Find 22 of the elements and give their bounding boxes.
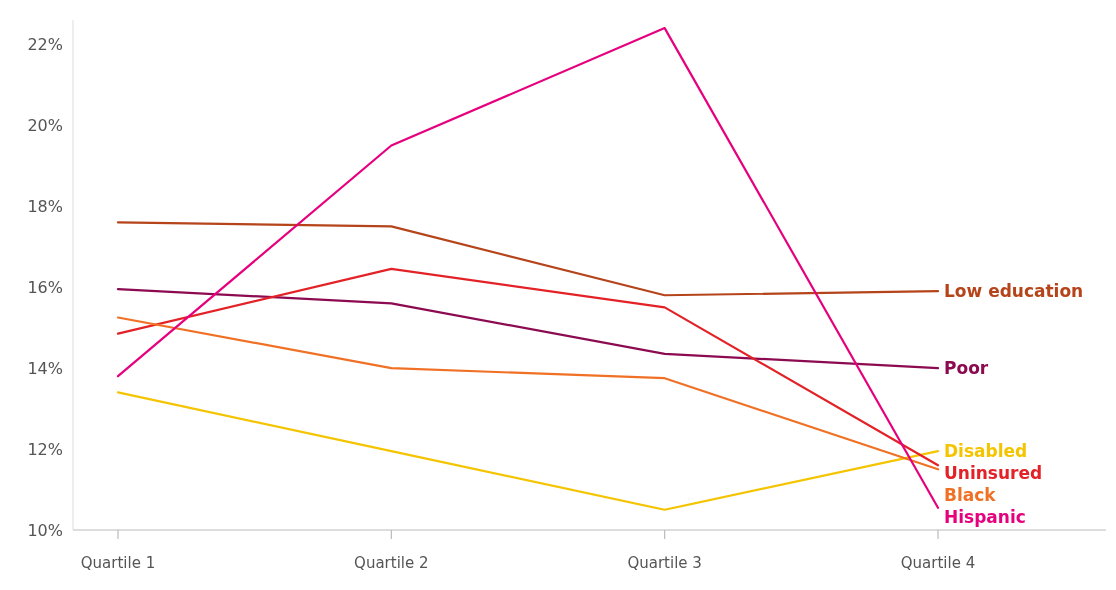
line-series (116, 316, 940, 471)
x-tick-label: Quartile 2 (354, 554, 429, 572)
series-label: Hispanic (944, 507, 1026, 528)
series-label: Uninsured (944, 463, 1043, 484)
series-label: Disabled (944, 441, 1028, 462)
x-tick-label: Quartile 3 (627, 554, 702, 572)
series-label: Black (944, 485, 997, 506)
line-series (116, 288, 940, 370)
line-series (116, 27, 940, 509)
y-tick-label: 10% (27, 520, 63, 540)
series-label: Poor (944, 358, 989, 379)
y-tick-label: 20% (27, 115, 63, 135)
x-tick-label: Quartile 4 (900, 554, 976, 572)
y-tick-label: 16% (27, 277, 63, 297)
line-series (116, 221, 940, 297)
y-tick-label: 12% (27, 439, 63, 459)
y-tick-label: 18% (27, 196, 63, 216)
line-series (116, 267, 940, 467)
y-tick-label: 22% (27, 34, 63, 54)
x-tick-label: Quartile 1 (80, 554, 156, 572)
y-tick-label: 14% (27, 358, 63, 378)
series-label: Low education (944, 281, 1084, 302)
